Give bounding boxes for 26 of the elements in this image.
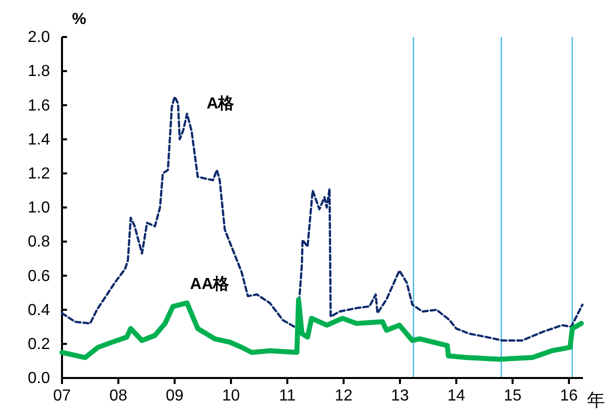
y-tick-label: 1.4: [28, 131, 50, 148]
line-series: [60, 96, 584, 342]
y-tick-label: 1.2: [28, 166, 50, 183]
y-tick-label: 1.8: [28, 63, 50, 80]
x-tick-label: 11: [278, 387, 296, 404]
y-tick-label: 0.4: [28, 302, 50, 319]
x-tick-label: 12: [334, 387, 353, 404]
y-tick-label: 0.0: [28, 370, 50, 388]
y-tick-label: 0.8: [28, 234, 50, 251]
x-tick-label: 09: [166, 387, 184, 404]
y-tick-label: 0.2: [28, 336, 50, 354]
y-tick-label: 1.6: [28, 97, 50, 114]
series-label: AA格: [190, 274, 230, 293]
x-axis-title: 年: [587, 390, 605, 410]
series-label: A格: [206, 94, 236, 113]
y-axis-title: %: [72, 11, 86, 28]
x-tick-label: 07: [53, 387, 71, 404]
y-tick-label: 1.0: [28, 200, 50, 217]
y-tick-label: 2.0: [28, 29, 50, 46]
x-tick-label: 16: [560, 387, 578, 404]
x-tick-label: 14: [447, 387, 466, 404]
y-tick-label: 0.6: [28, 268, 50, 285]
x-tick-label: 08: [109, 387, 128, 404]
x-tick-label: 10: [222, 387, 240, 404]
x-tick-label: 13: [391, 387, 409, 404]
x-tick-label: 15: [504, 387, 522, 404]
